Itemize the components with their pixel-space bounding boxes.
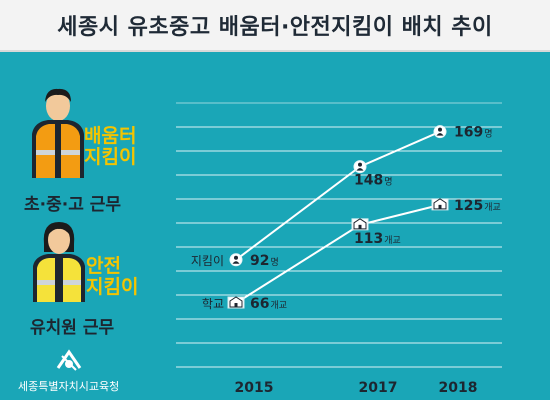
safety-role-line1: 안전: [86, 255, 121, 277]
safety-role-line2: 지킴이: [86, 276, 139, 298]
education-office-logo-icon: [56, 349, 82, 371]
person-icon-body: [232, 261, 240, 264]
safety-role-label: 안전 지킴이: [86, 256, 138, 298]
school-icon: [229, 296, 243, 308]
data-label: 113개교: [354, 231, 401, 247]
data-label: 66개교: [250, 296, 287, 312]
helper-role-line1: 배움터: [84, 125, 137, 147]
x-tick-label: 2015: [235, 380, 274, 396]
person-icon: [234, 255, 238, 260]
data-label: 169명: [454, 125, 493, 141]
helper-person-illustration: [32, 88, 84, 178]
data-label: 125개교: [454, 198, 501, 214]
safety-person-illustration: [33, 222, 85, 302]
person-icon: [438, 127, 442, 132]
safety-duty-label: 유치원 근무: [30, 318, 115, 338]
series-name-label: 학교: [202, 297, 224, 311]
x-tick-label: 2018: [439, 380, 478, 396]
x-tick-label: 2017: [359, 380, 398, 396]
helper-role-line2: 지킴이: [84, 146, 137, 168]
school-icon-door: [234, 303, 238, 308]
school-icon-door: [438, 204, 442, 209]
school-icon-door: [358, 224, 362, 229]
person-icon-body: [436, 133, 444, 136]
school-icon: [353, 218, 367, 230]
school-icon: [433, 198, 447, 210]
footer-org-name: 세종특별자치시교육청: [18, 380, 120, 393]
data-label: 92명: [250, 253, 279, 269]
data-label: 148명: [354, 173, 393, 189]
page-title: 세종시 유초중고 배움터·안전지킴이 배치 추이: [57, 15, 493, 40]
series-name-label: 지킴이: [191, 254, 224, 268]
helper-duty-label: 초·중·고 근무: [24, 195, 122, 215]
title-bar: 세종시 유초중고 배움터·안전지킴이 배치 추이: [0, 0, 550, 52]
person-icon: [358, 162, 362, 167]
person-icon-body: [356, 168, 364, 171]
helper-role-label: 배움터 지킴이: [84, 126, 136, 168]
